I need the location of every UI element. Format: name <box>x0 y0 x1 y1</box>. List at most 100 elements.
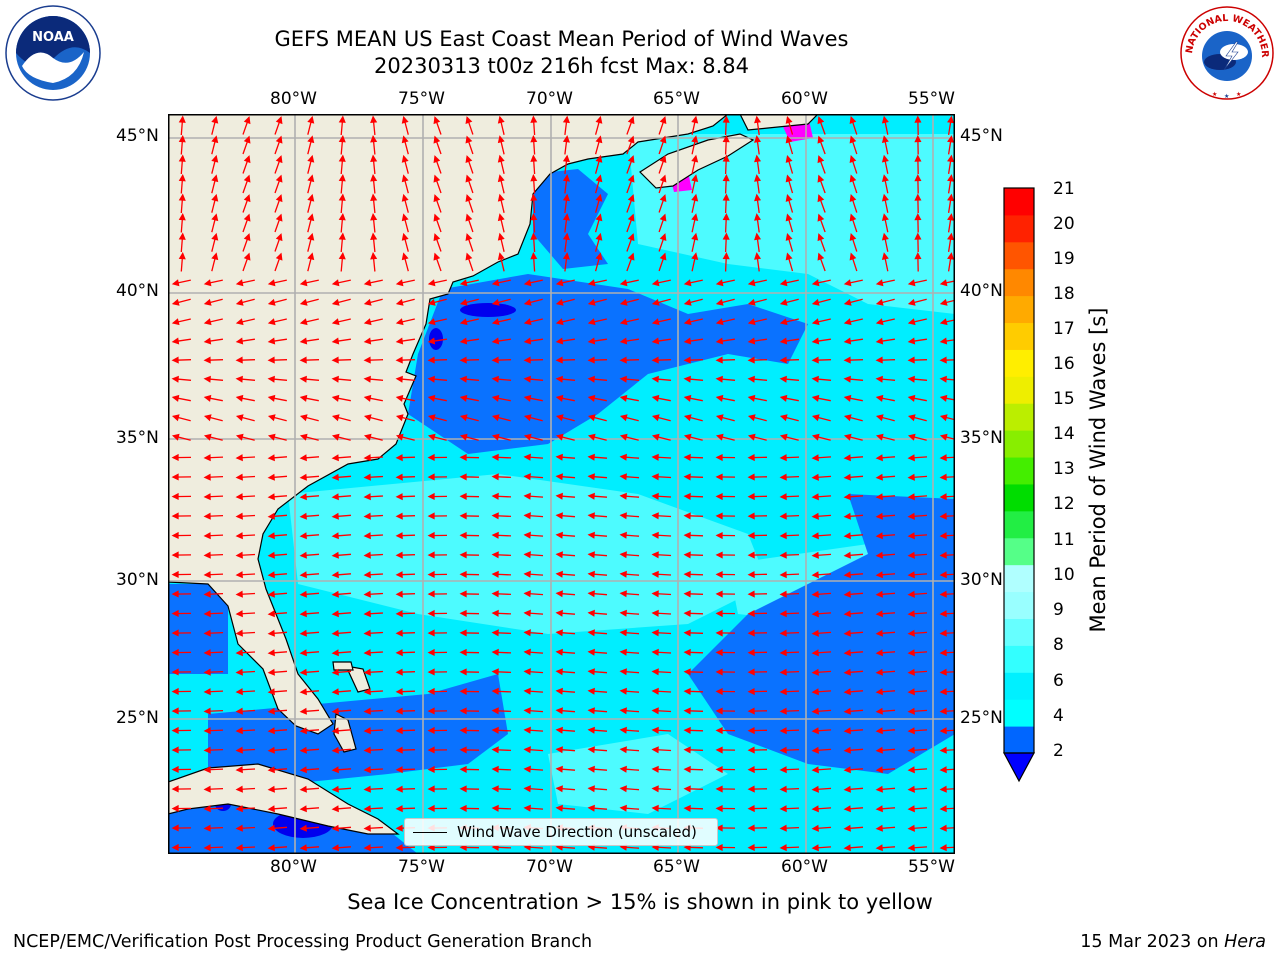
wind-wave-arrowhead <box>299 766 307 774</box>
wind-wave-arrowhead <box>363 375 371 383</box>
wind-wave-arrowhead <box>363 454 371 462</box>
wind-wave-arrowhead <box>843 298 852 306</box>
wind-wave-arrowhead <box>395 727 403 735</box>
wind-wave-arrowhead <box>907 375 915 383</box>
wind-wave-arrowhead <box>395 298 404 306</box>
wind-wave-arrowhead <box>459 629 467 637</box>
wind-wave-arrowhead <box>907 414 916 422</box>
wind-wave-arrowhead <box>459 726 467 734</box>
wind-wave-arrowhead <box>203 551 211 559</box>
wind-wave-arrowhead <box>947 135 955 143</box>
wind-wave-arrowhead <box>307 213 315 222</box>
wind-wave-arrowhead <box>562 115 570 124</box>
wind-wave-arrowhead <box>465 155 473 163</box>
wind-wave-arrowhead <box>497 213 505 222</box>
wind-wave-arrowhead <box>427 512 435 520</box>
wind-wave-arrowhead <box>178 135 186 143</box>
wind-wave-arrowhead <box>235 844 243 852</box>
wind-wave-arrowhead <box>203 493 211 501</box>
wind-wave-arrowhead <box>779 824 787 832</box>
wind-wave-arrowhead <box>427 668 435 676</box>
wind-wave-arrowhead <box>619 298 628 306</box>
wind-wave-arrowhead <box>555 765 563 773</box>
wind-wave-arrowhead <box>683 433 692 441</box>
wind-wave-arrowhead <box>427 473 435 481</box>
wind-wave-arrowhead <box>363 551 371 559</box>
wind-wave-arrowhead <box>523 629 531 637</box>
wind-wave-arrowhead <box>715 453 723 462</box>
colorbar-segment <box>1004 726 1034 754</box>
wind-wave-arrowhead <box>171 356 179 364</box>
wind-wave-arrowhead <box>275 194 283 203</box>
wind-wave-arrowhead <box>363 746 371 754</box>
wind-wave-arrowhead <box>779 512 787 520</box>
wind-wave-arrowhead <box>562 135 570 143</box>
wind-wave-arrowhead <box>299 707 307 715</box>
wind-wave-arrowhead <box>875 571 883 579</box>
wind-wave-arrowhead <box>619 433 628 441</box>
wind-wave-arrowhead <box>843 375 851 383</box>
wind-wave-arrowhead <box>817 233 825 242</box>
wind-wave-arrowhead <box>843 394 852 402</box>
wind-wave-arrowhead <box>299 318 308 326</box>
wind-wave-arrowhead <box>235 746 243 754</box>
wind-wave-arrowhead <box>811 590 819 598</box>
wind-wave-arrowhead <box>875 512 883 520</box>
wind-wave-arrowhead <box>203 394 212 402</box>
wind-wave-arrowhead <box>427 687 435 696</box>
wind-wave-arrowhead <box>299 375 307 383</box>
wind-wave-arrowhead <box>914 193 922 201</box>
wind-wave-arrowhead <box>299 279 308 287</box>
wind-wave-arrowhead <box>523 512 531 520</box>
wind-wave-arrowhead <box>843 649 851 657</box>
wind-wave-arrowhead <box>939 571 947 579</box>
graticule <box>168 114 955 854</box>
wind-wave-arrowhead <box>914 213 922 221</box>
wind-wave-arrowhead <box>939 375 947 383</box>
wind-wave-arrowhead <box>427 453 435 462</box>
wind-wave-arrowhead <box>811 707 819 715</box>
wind-wave-arrowhead <box>811 433 820 441</box>
wind-wave-arrowhead <box>907 844 915 852</box>
wind-wave-arrowhead <box>459 337 468 345</box>
wind-wave-arrowhead <box>267 454 275 462</box>
wind-wave-arrowhead <box>427 590 435 598</box>
lat-tick-left: 30°N <box>116 570 159 590</box>
wind-wave-arrowhead <box>587 609 595 617</box>
wind-wave-arrowhead <box>875 610 883 618</box>
wind-wave-arrowhead <box>299 844 307 852</box>
wind-wave-arrowhead <box>683 337 692 345</box>
wind-wave-arrowhead <box>299 785 307 793</box>
wind-wave-arrowhead <box>243 116 251 125</box>
wind-wave-arrowhead <box>811 454 819 462</box>
wind-wave-arrowhead <box>907 805 915 813</box>
wind-wave-arrowhead <box>747 493 755 501</box>
wind-wave-arrowhead <box>427 629 435 637</box>
wind-wave-arrowhead <box>331 337 340 345</box>
wind-wave-arrowhead <box>395 318 404 326</box>
wind-wave-arrowhead <box>171 687 179 696</box>
wind-wave-arrowhead <box>523 318 532 326</box>
wind-wave-arrowhead <box>555 453 563 461</box>
colorbar-segment <box>1004 672 1034 700</box>
wind-wave-arrowhead <box>715 804 723 813</box>
wind-wave-arrowhead <box>299 590 307 598</box>
wind-wave-arrowhead <box>363 279 372 287</box>
wind-wave-arrowhead <box>171 765 179 774</box>
wind-wave-arrowhead <box>203 414 212 422</box>
wind-wave-arrowhead <box>267 512 275 520</box>
wind-wave-arrowhead <box>651 473 659 481</box>
wind-wave-arrowhead <box>619 785 627 793</box>
wind-wave-arrowhead <box>523 356 531 364</box>
wind-wave-arrowhead <box>785 194 793 202</box>
wind-wave-arrowhead <box>747 551 755 559</box>
wind-wave-arrowhead <box>715 765 723 774</box>
wind-wave-arrowhead <box>555 356 563 364</box>
wind-wave-arrowhead <box>907 356 915 364</box>
wind-wave-arrowhead <box>881 174 889 182</box>
wind-wave-arrowhead <box>715 356 723 364</box>
wind-wave-arrowhead <box>722 174 730 182</box>
wind-wave-arrowhead <box>363 356 371 364</box>
wind-wave-arrowhead <box>363 805 371 813</box>
wind-wave-arrowhead <box>779 318 788 326</box>
